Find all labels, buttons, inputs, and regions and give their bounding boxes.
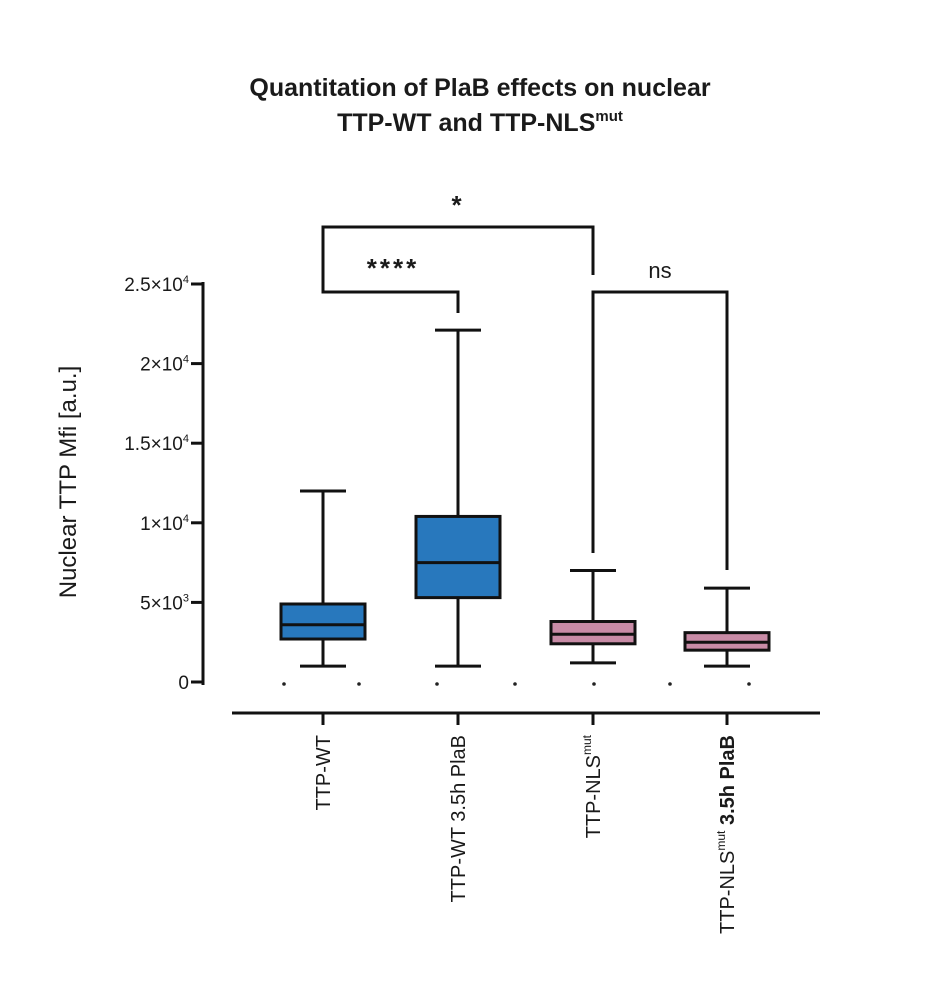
baseline-dot [357,682,361,686]
baseline-dot [282,682,286,686]
significance-label: * [451,190,464,220]
significance-label: **** [367,253,419,283]
chart-title-line-2-text: TTP-WT and TTP-NLS [337,109,595,137]
baseline-dot [747,682,751,686]
box-iqr [414,514,502,600]
y-tick-label: 2.5×104 [124,274,189,296]
chart-title-line-1: Quantitation of PlaB effects on nuclear [249,74,710,102]
box-iqr [549,620,637,646]
x-category-label: TTP-NLSmut 3.5h PlaB [714,735,739,934]
baseline-dot [513,682,517,686]
x-category-label: TTP-WT 3.5h PlaB [448,735,470,902]
significance-bracket [321,275,460,313]
significance-label: ns [648,258,671,283]
y-tick-label: 1.5×104 [124,433,189,455]
box-iqr [279,602,367,641]
baseline-dot [592,682,596,686]
y-tick-label: 1×104 [140,513,189,535]
y-tick-label: 2×104 [140,354,189,376]
y-tick-label: 5×103 [140,592,189,614]
plot-area: 0 5×103 1×104 1.5×104 2×104 2.5×104 TTP-WT TTP-… [124,190,820,934]
x-category-label: TTP-NLSmut [580,734,605,838]
significance-bracket [321,225,595,275]
baseline-dot [435,682,439,686]
chart-title-line-2: TTP-WT and TTP-NLSmut [337,108,623,137]
significance-bracket [591,290,729,570]
chart-title-line-2-superscript: mut [595,108,623,125]
x-category-label: TTP-WT [313,735,335,811]
y-tick-label: 0 [178,673,189,694]
baseline-dot [668,682,672,686]
y-axis-label: Nuclear TTP Mfi [a.u.] [55,366,82,599]
